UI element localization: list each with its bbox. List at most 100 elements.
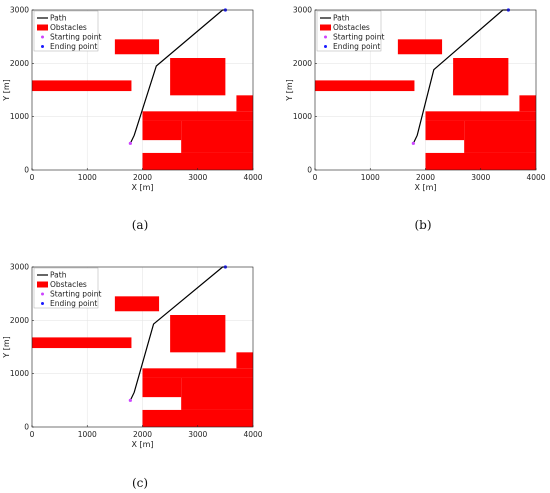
y-tick-label: 0	[307, 166, 312, 175]
obstacle-2	[397, 39, 443, 55]
legend-obstacles-swatch	[37, 24, 48, 31]
x-tick-label: 2000	[133, 430, 152, 439]
legend-label-1: Path	[50, 271, 67, 280]
chart-c-svg: 0 1000 2000 3000 4000 0 1000 2000 3000 X [m] Y [m]…	[2, 263, 263, 450]
x-tick-label: 0	[313, 173, 318, 182]
obstacle-1	[315, 80, 415, 92]
chart-panel-c: 0 1000 2000 3000 4000 0 1000 2000 3000 X [m] Y [m]…	[0, 262, 263, 462]
legend-label-4: Ending point	[50, 42, 97, 51]
obstacle-4	[142, 111, 253, 121]
y-tick-label: 0	[24, 166, 29, 175]
obstacle-3	[170, 315, 226, 353]
legend-obstacles-swatch	[37, 281, 48, 288]
obstacle-4	[425, 111, 536, 121]
obstacle-1	[32, 337, 132, 349]
starting-point-marker	[411, 141, 415, 145]
y-tick-label: 2000	[293, 59, 312, 68]
obstacle-5	[236, 352, 253, 369]
tick-group: 0 1000 2000 3000 4000 0 1000 2000 3000	[10, 263, 263, 440]
y-tick-label: 2000	[10, 316, 29, 325]
x-tick-label: 0	[30, 173, 35, 182]
x-tick-label: 2000	[416, 173, 435, 182]
obstacle-8	[425, 120, 465, 141]
obstacle-8	[142, 120, 182, 141]
obstacle-6	[425, 152, 536, 170]
obstacle-1	[32, 80, 132, 92]
obstacle-6	[142, 152, 253, 170]
chart-panel-b: 0 1000 2000 3000 4000 0 1000 2000 3000 X [m] Y [m]…	[283, 5, 546, 205]
x-tick-label: 1000	[78, 173, 97, 182]
y-tick-label: 1000	[10, 369, 29, 378]
obstacles-group	[32, 39, 253, 170]
tick-group: 0 1000 2000 3000 4000 0 1000 2000 3000	[10, 6, 263, 183]
x-tick-label: 1000	[78, 430, 97, 439]
legend-end-swatch	[41, 302, 44, 305]
x-tick-label: 4000	[243, 173, 262, 182]
x-tick-label: 1000	[361, 173, 380, 182]
caption-b: (b)	[414, 218, 432, 232]
obstacles-group	[32, 296, 253, 427]
legend-label-4: Ending point	[333, 42, 380, 51]
x-tick-label: 2000	[133, 173, 152, 182]
x-tick-label: 4000	[243, 430, 262, 439]
starting-point-marker	[128, 398, 132, 402]
obstacle-3	[453, 58, 509, 96]
obstacle-7	[464, 120, 536, 153]
legend-label-4: Ending point	[50, 299, 97, 308]
legend-label-3: Starting point	[333, 33, 384, 42]
x-axis-label: X [m]	[414, 183, 436, 192]
y-tick-label: 1000	[10, 112, 29, 121]
legend-label-2: Obstacles	[333, 23, 370, 32]
starting-point-marker	[128, 141, 132, 145]
y-axis-label: Y [m]	[2, 336, 11, 358]
y-tick-label: 1000	[293, 112, 312, 121]
caption-a: (a)	[131, 218, 149, 232]
legend-start-swatch	[41, 292, 44, 296]
obstacles-group	[315, 39, 536, 170]
tick-group: 0 1000 2000 3000 4000 0 1000 2000 3000	[293, 6, 546, 183]
legend-label-1: Path	[333, 14, 350, 23]
obstacle-4	[142, 368, 253, 378]
y-axis-label: Y [m]	[285, 79, 294, 101]
obstacle-6	[142, 409, 253, 427]
obstacle-5	[519, 95, 536, 112]
y-tick-label: 2000	[10, 59, 29, 68]
legend-end-swatch	[324, 45, 327, 48]
obstacle-8	[142, 377, 182, 398]
obstacle-7	[181, 377, 253, 410]
x-tick-label: 0	[30, 430, 35, 439]
chart-b-svg: 0 1000 2000 3000 4000 0 1000 2000 3000 X [m] Y [m]…	[285, 6, 546, 193]
legend-obstacles-swatch	[320, 24, 331, 31]
obstacle-2	[114, 296, 160, 312]
caption-c: (c)	[131, 476, 149, 490]
obstacle-2	[114, 39, 160, 55]
y-tick-label: 3000	[10, 263, 29, 272]
obstacle-3	[170, 58, 226, 96]
y-tick-label: 0	[24, 423, 29, 432]
x-axis-label: X [m]	[131, 183, 153, 192]
x-tick-label: 4000	[526, 173, 545, 182]
legend-label-3: Starting point	[50, 290, 101, 299]
chart-panel-a: 0 1000 2000 3000 4000 0 1000 2000 3000 X [m] Y [m]…	[0, 5, 263, 205]
legend-label-2: Obstacles	[50, 23, 87, 32]
legend-label-2: Obstacles	[50, 280, 87, 289]
x-axis-label: X [m]	[131, 440, 153, 449]
y-tick-label: 3000	[10, 6, 29, 15]
legend-end-swatch	[41, 45, 44, 48]
x-tick-label: 3000	[188, 173, 207, 182]
legend-label-3: Starting point	[50, 33, 101, 42]
obstacle-5	[236, 95, 253, 112]
obstacle-7	[181, 120, 253, 153]
legend-start-swatch	[324, 35, 327, 39]
legend-box	[33, 10, 99, 52]
legend-label-1: Path	[50, 14, 67, 23]
x-tick-label: 3000	[188, 430, 207, 439]
y-axis-label: Y [m]	[2, 79, 11, 101]
chart-a-svg: 0 1000 2000 3000 4000 0 1000 2000 3000 X [m] Y [m]…	[2, 6, 263, 193]
legend-start-swatch	[41, 35, 44, 39]
y-tick-label: 3000	[293, 6, 312, 15]
